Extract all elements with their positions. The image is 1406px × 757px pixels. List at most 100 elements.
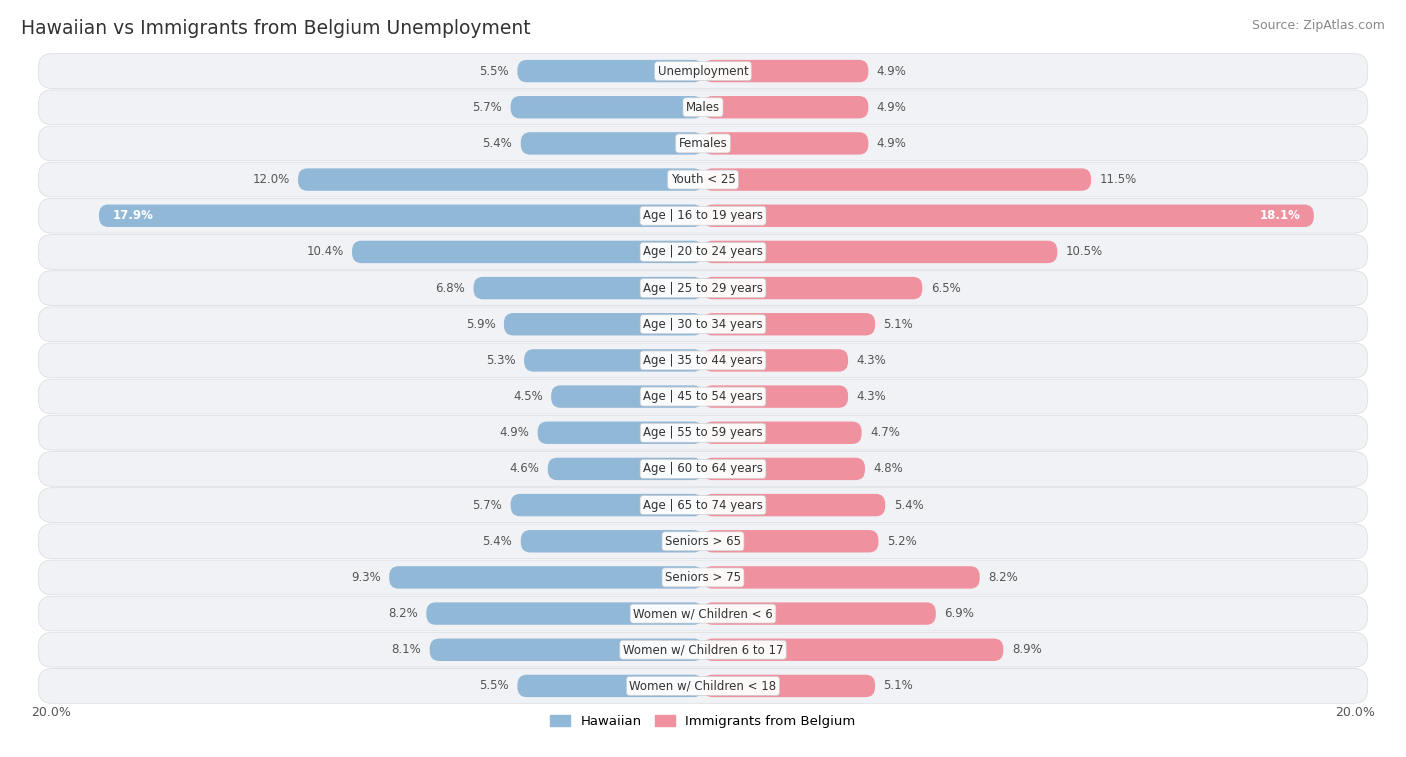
Text: Age | 25 to 29 years: Age | 25 to 29 years	[643, 282, 763, 294]
FancyBboxPatch shape	[510, 494, 703, 516]
Text: Age | 60 to 64 years: Age | 60 to 64 years	[643, 463, 763, 475]
Text: Age | 16 to 19 years: Age | 16 to 19 years	[643, 209, 763, 223]
Legend: Hawaiian, Immigrants from Belgium: Hawaiian, Immigrants from Belgium	[546, 709, 860, 734]
Text: 4.6%: 4.6%	[509, 463, 540, 475]
Text: Seniors > 65: Seniors > 65	[665, 534, 741, 548]
Text: 5.1%: 5.1%	[883, 680, 914, 693]
Text: 5.1%: 5.1%	[883, 318, 914, 331]
FancyBboxPatch shape	[517, 60, 703, 83]
Text: 18.1%: 18.1%	[1260, 209, 1301, 223]
Text: 4.3%: 4.3%	[856, 390, 886, 403]
Text: 5.4%: 5.4%	[894, 499, 924, 512]
FancyBboxPatch shape	[38, 54, 1368, 89]
FancyBboxPatch shape	[38, 343, 1368, 378]
Text: Females: Females	[679, 137, 727, 150]
Text: Age | 20 to 24 years: Age | 20 to 24 years	[643, 245, 763, 258]
FancyBboxPatch shape	[503, 313, 703, 335]
Text: Age | 55 to 59 years: Age | 55 to 59 years	[643, 426, 763, 439]
FancyBboxPatch shape	[703, 241, 1057, 263]
FancyBboxPatch shape	[703, 385, 848, 408]
FancyBboxPatch shape	[703, 603, 936, 625]
Text: Seniors > 75: Seniors > 75	[665, 571, 741, 584]
FancyBboxPatch shape	[38, 162, 1368, 197]
FancyBboxPatch shape	[703, 458, 865, 480]
FancyBboxPatch shape	[703, 60, 869, 83]
Text: Age | 65 to 74 years: Age | 65 to 74 years	[643, 499, 763, 512]
Text: 17.9%: 17.9%	[112, 209, 153, 223]
FancyBboxPatch shape	[703, 96, 869, 118]
Text: 10.5%: 10.5%	[1066, 245, 1102, 258]
FancyBboxPatch shape	[38, 198, 1368, 233]
Text: 6.5%: 6.5%	[931, 282, 960, 294]
FancyBboxPatch shape	[38, 597, 1368, 631]
Text: Women w/ Children 6 to 17: Women w/ Children 6 to 17	[623, 643, 783, 656]
Text: Hawaiian vs Immigrants from Belgium Unemployment: Hawaiian vs Immigrants from Belgium Unem…	[21, 19, 530, 38]
Text: Age | 35 to 44 years: Age | 35 to 44 years	[643, 354, 763, 367]
FancyBboxPatch shape	[38, 126, 1368, 160]
FancyBboxPatch shape	[703, 132, 869, 154]
Text: 6.8%: 6.8%	[436, 282, 465, 294]
Text: Males: Males	[686, 101, 720, 114]
FancyBboxPatch shape	[389, 566, 703, 589]
Text: 5.5%: 5.5%	[479, 680, 509, 693]
FancyBboxPatch shape	[520, 530, 703, 553]
Text: 5.7%: 5.7%	[472, 499, 502, 512]
Text: 5.4%: 5.4%	[482, 534, 512, 548]
FancyBboxPatch shape	[548, 458, 703, 480]
Text: 4.3%: 4.3%	[856, 354, 886, 367]
Text: 6.9%: 6.9%	[945, 607, 974, 620]
Text: 5.5%: 5.5%	[479, 64, 509, 77]
FancyBboxPatch shape	[298, 168, 703, 191]
Text: 8.1%: 8.1%	[391, 643, 422, 656]
FancyBboxPatch shape	[38, 235, 1368, 269]
FancyBboxPatch shape	[38, 452, 1368, 486]
FancyBboxPatch shape	[38, 560, 1368, 595]
Text: 20.0%: 20.0%	[31, 706, 72, 719]
Text: Age | 45 to 54 years: Age | 45 to 54 years	[643, 390, 763, 403]
FancyBboxPatch shape	[703, 313, 875, 335]
Text: 5.2%: 5.2%	[887, 534, 917, 548]
Text: 20.0%: 20.0%	[1334, 706, 1375, 719]
FancyBboxPatch shape	[38, 379, 1368, 414]
FancyBboxPatch shape	[537, 422, 703, 444]
FancyBboxPatch shape	[703, 566, 980, 589]
FancyBboxPatch shape	[38, 488, 1368, 522]
Text: Youth < 25: Youth < 25	[671, 173, 735, 186]
Text: 12.0%: 12.0%	[253, 173, 290, 186]
Text: 5.9%: 5.9%	[465, 318, 495, 331]
FancyBboxPatch shape	[524, 349, 703, 372]
Text: 5.4%: 5.4%	[482, 137, 512, 150]
FancyBboxPatch shape	[98, 204, 703, 227]
FancyBboxPatch shape	[703, 349, 848, 372]
Text: 8.9%: 8.9%	[1012, 643, 1042, 656]
Text: Unemployment: Unemployment	[658, 64, 748, 77]
FancyBboxPatch shape	[352, 241, 703, 263]
FancyBboxPatch shape	[703, 674, 875, 697]
Text: 4.9%: 4.9%	[877, 64, 907, 77]
FancyBboxPatch shape	[703, 204, 1313, 227]
Text: Women w/ Children < 6: Women w/ Children < 6	[633, 607, 773, 620]
Text: 5.7%: 5.7%	[472, 101, 502, 114]
Text: 4.5%: 4.5%	[513, 390, 543, 403]
FancyBboxPatch shape	[38, 90, 1368, 125]
FancyBboxPatch shape	[474, 277, 703, 299]
FancyBboxPatch shape	[520, 132, 703, 154]
Text: Age | 30 to 34 years: Age | 30 to 34 years	[643, 318, 763, 331]
FancyBboxPatch shape	[703, 494, 886, 516]
FancyBboxPatch shape	[38, 416, 1368, 450]
FancyBboxPatch shape	[38, 632, 1368, 667]
FancyBboxPatch shape	[38, 668, 1368, 703]
FancyBboxPatch shape	[703, 168, 1091, 191]
Text: 4.9%: 4.9%	[499, 426, 529, 439]
Text: 9.3%: 9.3%	[352, 571, 381, 584]
Text: 5.3%: 5.3%	[486, 354, 516, 367]
Text: 4.8%: 4.8%	[873, 463, 903, 475]
Text: 11.5%: 11.5%	[1099, 173, 1136, 186]
FancyBboxPatch shape	[703, 639, 1004, 661]
Text: Source: ZipAtlas.com: Source: ZipAtlas.com	[1251, 19, 1385, 32]
FancyBboxPatch shape	[426, 603, 703, 625]
FancyBboxPatch shape	[517, 674, 703, 697]
FancyBboxPatch shape	[703, 422, 862, 444]
FancyBboxPatch shape	[38, 271, 1368, 305]
FancyBboxPatch shape	[430, 639, 703, 661]
